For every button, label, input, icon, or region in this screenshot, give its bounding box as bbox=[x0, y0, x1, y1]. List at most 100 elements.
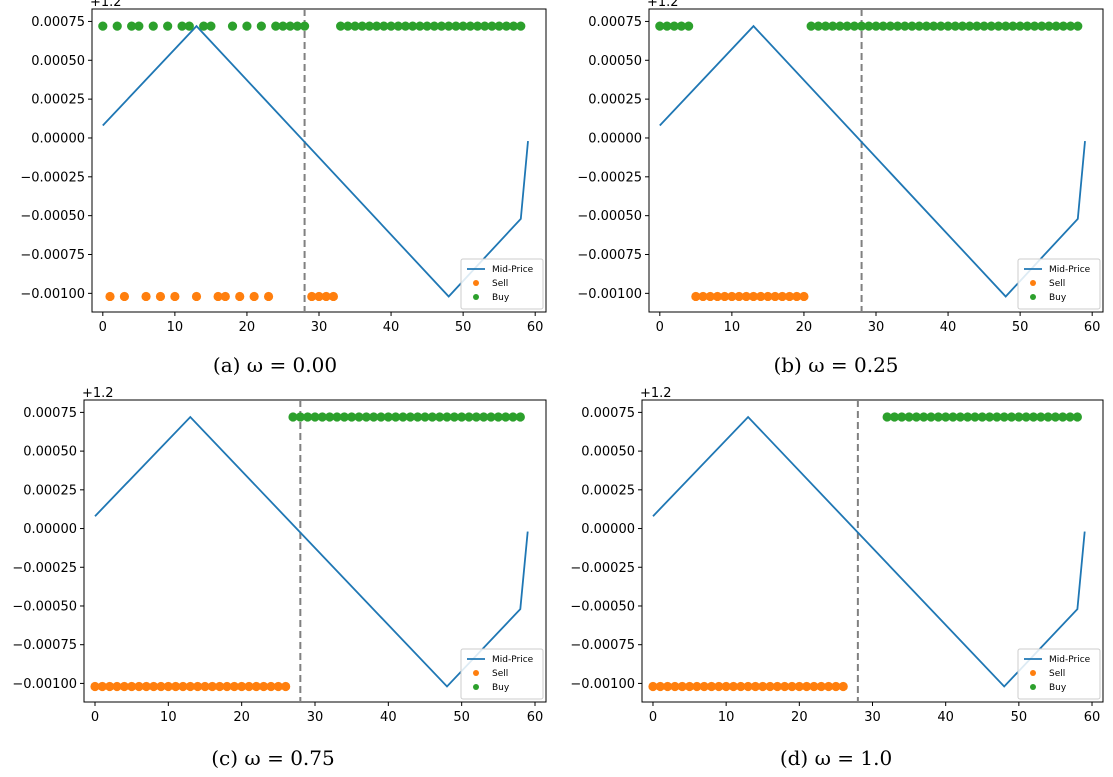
series-line-mid-price bbox=[102, 24, 529, 298]
scatter-point-sell bbox=[321, 291, 331, 302]
scatter-point-buy bbox=[278, 21, 288, 31]
scatter-point-buy bbox=[965, 21, 975, 31]
scatter-point-sell bbox=[734, 291, 744, 302]
y-tick-label: 0.00075 bbox=[581, 406, 635, 421]
scatter-point-buy bbox=[256, 21, 266, 31]
chart-panel-2: 0 10 20 30 40 50 60 0.00075 0.00050 0.00025 0.0000… bbox=[12, 386, 547, 770]
scatter-point-buy bbox=[878, 21, 888, 31]
legend-label: Buy bbox=[1049, 293, 1067, 303]
scatter-point-buy bbox=[354, 412, 364, 422]
scatter-point-buy bbox=[303, 412, 313, 422]
y-tick-label: −0.00025 bbox=[577, 170, 642, 185]
scatter-point-buy bbox=[828, 21, 838, 31]
scatter-point-sell bbox=[193, 681, 203, 692]
scatter-point-buy bbox=[993, 21, 1004, 31]
scatter-point-buy bbox=[508, 21, 519, 31]
legend-swatch-marker bbox=[473, 684, 479, 690]
scatter-point-sell bbox=[770, 291, 780, 302]
scatter-point-buy bbox=[493, 412, 503, 422]
scatter-point-buy bbox=[864, 21, 874, 31]
scatter-point-sell bbox=[213, 291, 223, 302]
scatter-point-sell bbox=[677, 681, 687, 692]
scatter-point-buy bbox=[206, 21, 216, 31]
legend: Mid-Price Sell Buy bbox=[460, 648, 544, 700]
y-tick-label: 0.00000 bbox=[31, 131, 85, 146]
scatter-point-buy bbox=[999, 412, 1009, 422]
scatter-point-buy bbox=[929, 21, 939, 31]
scatter-point-buy bbox=[285, 21, 295, 31]
scatter-point-buy bbox=[325, 412, 335, 422]
scatter-point-buy bbox=[1037, 21, 1047, 31]
scatter-point-buy bbox=[442, 412, 452, 422]
x-tick-label: 10 bbox=[724, 320, 741, 335]
scatter-point-sell bbox=[307, 291, 317, 302]
series-line-mid-price bbox=[94, 415, 529, 688]
scatter-point-sell bbox=[127, 681, 137, 692]
x-tick-label: 20 bbox=[239, 320, 256, 335]
scatter-point-buy bbox=[979, 21, 989, 31]
legend-swatch-marker bbox=[473, 294, 479, 300]
scatter-point-buy bbox=[1065, 21, 1076, 31]
legend-label: Sell bbox=[492, 279, 508, 289]
scatter-point-buy bbox=[1072, 412, 1082, 422]
scatter-point-buy bbox=[393, 21, 403, 31]
scatter-point-buy bbox=[986, 21, 996, 31]
scatter-point-buy bbox=[427, 412, 437, 422]
scatter-point-buy bbox=[501, 21, 511, 31]
x-tick-label: 0 bbox=[91, 710, 99, 725]
legend-box bbox=[460, 648, 544, 700]
scatter-point-sell bbox=[155, 291, 166, 302]
scatter-point-buy bbox=[820, 21, 831, 31]
scatter-point-sell bbox=[794, 681, 804, 692]
scatter-point-buy bbox=[984, 412, 995, 422]
scatter-point-buy bbox=[422, 21, 432, 31]
scatter-point-buy bbox=[508, 412, 518, 422]
scatter-point-buy bbox=[336, 21, 346, 31]
scatter-point-buy bbox=[933, 412, 943, 422]
scatter-point-buy bbox=[357, 21, 367, 31]
x-tick-label: 0 bbox=[656, 320, 664, 335]
scatter-point-sell bbox=[743, 681, 753, 692]
series-line-mid-price bbox=[659, 24, 1086, 298]
panel-caption: (b) ω = 0.25 bbox=[773, 353, 898, 377]
scatter-point-buy bbox=[1050, 412, 1061, 422]
scatter-point-buy bbox=[882, 412, 892, 422]
scatter-point-buy bbox=[957, 21, 968, 31]
scatter-point-buy bbox=[1008, 21, 1018, 31]
scatter-point-buy bbox=[299, 21, 310, 31]
scatter-point-buy bbox=[408, 21, 418, 31]
y-offset-label: +1.2 bbox=[82, 386, 114, 401]
scatter-point-buy bbox=[1058, 412, 1068, 422]
scatter-point-buy bbox=[405, 412, 415, 422]
scatter-point-sell bbox=[706, 681, 717, 692]
scatter-point-buy bbox=[464, 412, 474, 422]
legend: Mid-Price Sell Buy bbox=[1017, 258, 1101, 310]
x-tick-label: 50 bbox=[455, 320, 472, 335]
scatter-point-sell bbox=[170, 291, 180, 302]
scatter-point-buy bbox=[444, 21, 454, 31]
scatter-point-sell bbox=[235, 291, 245, 302]
legend-swatch-marker bbox=[1030, 280, 1036, 286]
x-tick-label: 10 bbox=[167, 320, 184, 335]
scatter-point-sell bbox=[784, 291, 795, 302]
scatter-point-buy bbox=[669, 21, 679, 31]
scatter-point-sell bbox=[756, 291, 766, 302]
scatter-point-sell bbox=[185, 681, 195, 692]
panel-caption: (c) ω = 0.75 bbox=[211, 746, 334, 770]
scatter-point-buy bbox=[134, 21, 144, 31]
scatter-point-buy bbox=[1036, 412, 1046, 422]
y-tick-label: 0.00050 bbox=[581, 445, 635, 460]
scatter-point-buy bbox=[398, 412, 408, 422]
x-tick-label: 0 bbox=[99, 320, 107, 335]
x-tick-label: 40 bbox=[380, 710, 397, 725]
legend-box bbox=[1017, 648, 1101, 700]
scatter-point-sell bbox=[692, 681, 702, 692]
scatter-point-buy bbox=[400, 21, 411, 31]
scatter-point-buy bbox=[386, 21, 396, 31]
scatter-point-buy bbox=[955, 412, 965, 422]
legend-label: Buy bbox=[1049, 683, 1067, 693]
scatter-point-buy bbox=[350, 21, 360, 31]
legend-swatch-marker bbox=[1030, 294, 1036, 300]
scatter-point-buy bbox=[943, 21, 953, 31]
scatter-point-buy bbox=[904, 412, 914, 422]
